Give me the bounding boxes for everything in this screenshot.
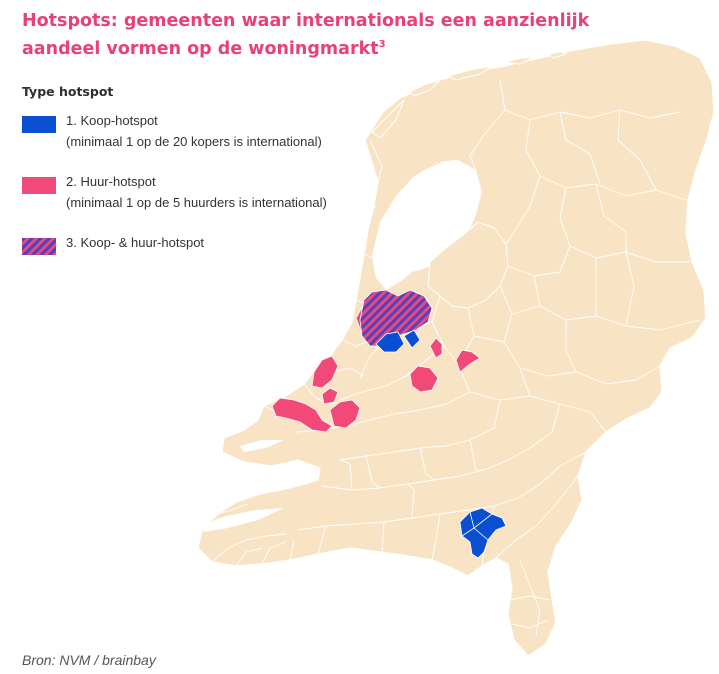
oosterschelde-water xyxy=(206,474,286,490)
hotspot-huur-amersfoort xyxy=(429,337,443,359)
source-note: Bron: NVM / brainbay xyxy=(22,652,156,668)
municipality-borders xyxy=(211,79,701,637)
legend-swatch-huur xyxy=(22,177,56,194)
map-title: Hotspots: gemeenten waar internationals … xyxy=(22,10,662,61)
hotspot-koop-ouder-amstel xyxy=(403,329,421,349)
westerschelde-water xyxy=(200,508,284,532)
flevoland xyxy=(427,221,509,309)
hotspot-koop-huur-amsterdam xyxy=(359,289,433,347)
hotspot-huur-rotterdam xyxy=(271,397,333,433)
koop-hotspots xyxy=(375,329,507,559)
haringvliet-water xyxy=(240,440,284,452)
legend-label-huur: 2. Huur-hotspot xyxy=(66,174,156,189)
hotspot-huur-leiden xyxy=(311,355,339,389)
map-title-text: Hotspots: gemeenten waar internationals … xyxy=(22,11,590,59)
legend-sublabel-koop: (minimaal 1 op de 20 kopers is internati… xyxy=(66,134,322,149)
legend-item-koop-huur: 3. Koop- & huur-hotspot xyxy=(22,233,382,255)
hotspot-huur-delft xyxy=(321,387,339,405)
legend-swatch-koop-huur xyxy=(22,238,56,255)
hotspot-huur-ede xyxy=(455,349,481,373)
hotspot-koop-amstelveen xyxy=(375,331,405,353)
legend-item-huur: 2. Huur-hotspot (minimaal 1 op de 5 huur… xyxy=(22,172,382,213)
afsluitdijk xyxy=(397,161,441,187)
hotspot-koop-eindhoven xyxy=(459,507,507,559)
legend-swatch-koop xyxy=(22,116,56,133)
ijsselmeer-water xyxy=(372,160,482,290)
title-footnote-marker: 3 xyxy=(378,39,386,50)
legend-label-koop: 1. Koop-hotspot xyxy=(66,113,158,128)
island-ameland xyxy=(504,57,535,65)
legend: Type hotspot 1. Koop-hotspot (minimaal 1… xyxy=(22,84,382,255)
legend-item-koop: 1. Koop-hotspot (minimaal 1 op de 20 kop… xyxy=(22,111,382,152)
island-schiermonnikoog xyxy=(546,51,568,59)
legend-title: Type hotspot xyxy=(22,84,114,99)
hotspot-huur-rotterdam-zuid xyxy=(329,399,361,429)
island-terschelling xyxy=(446,65,493,81)
netherlands-land xyxy=(197,39,715,657)
legend-label-koop-huur: 3. Koop- & huur-hotspot xyxy=(66,235,205,250)
island-vlieland xyxy=(409,78,442,97)
legend-sublabel-huur: (minimaal 1 op de 5 huurders is internat… xyxy=(66,195,327,210)
hotspot-huur-utrecht xyxy=(409,365,439,393)
koop-hotspot-eindhoven-borders xyxy=(461,511,493,541)
island-texel xyxy=(371,99,405,139)
